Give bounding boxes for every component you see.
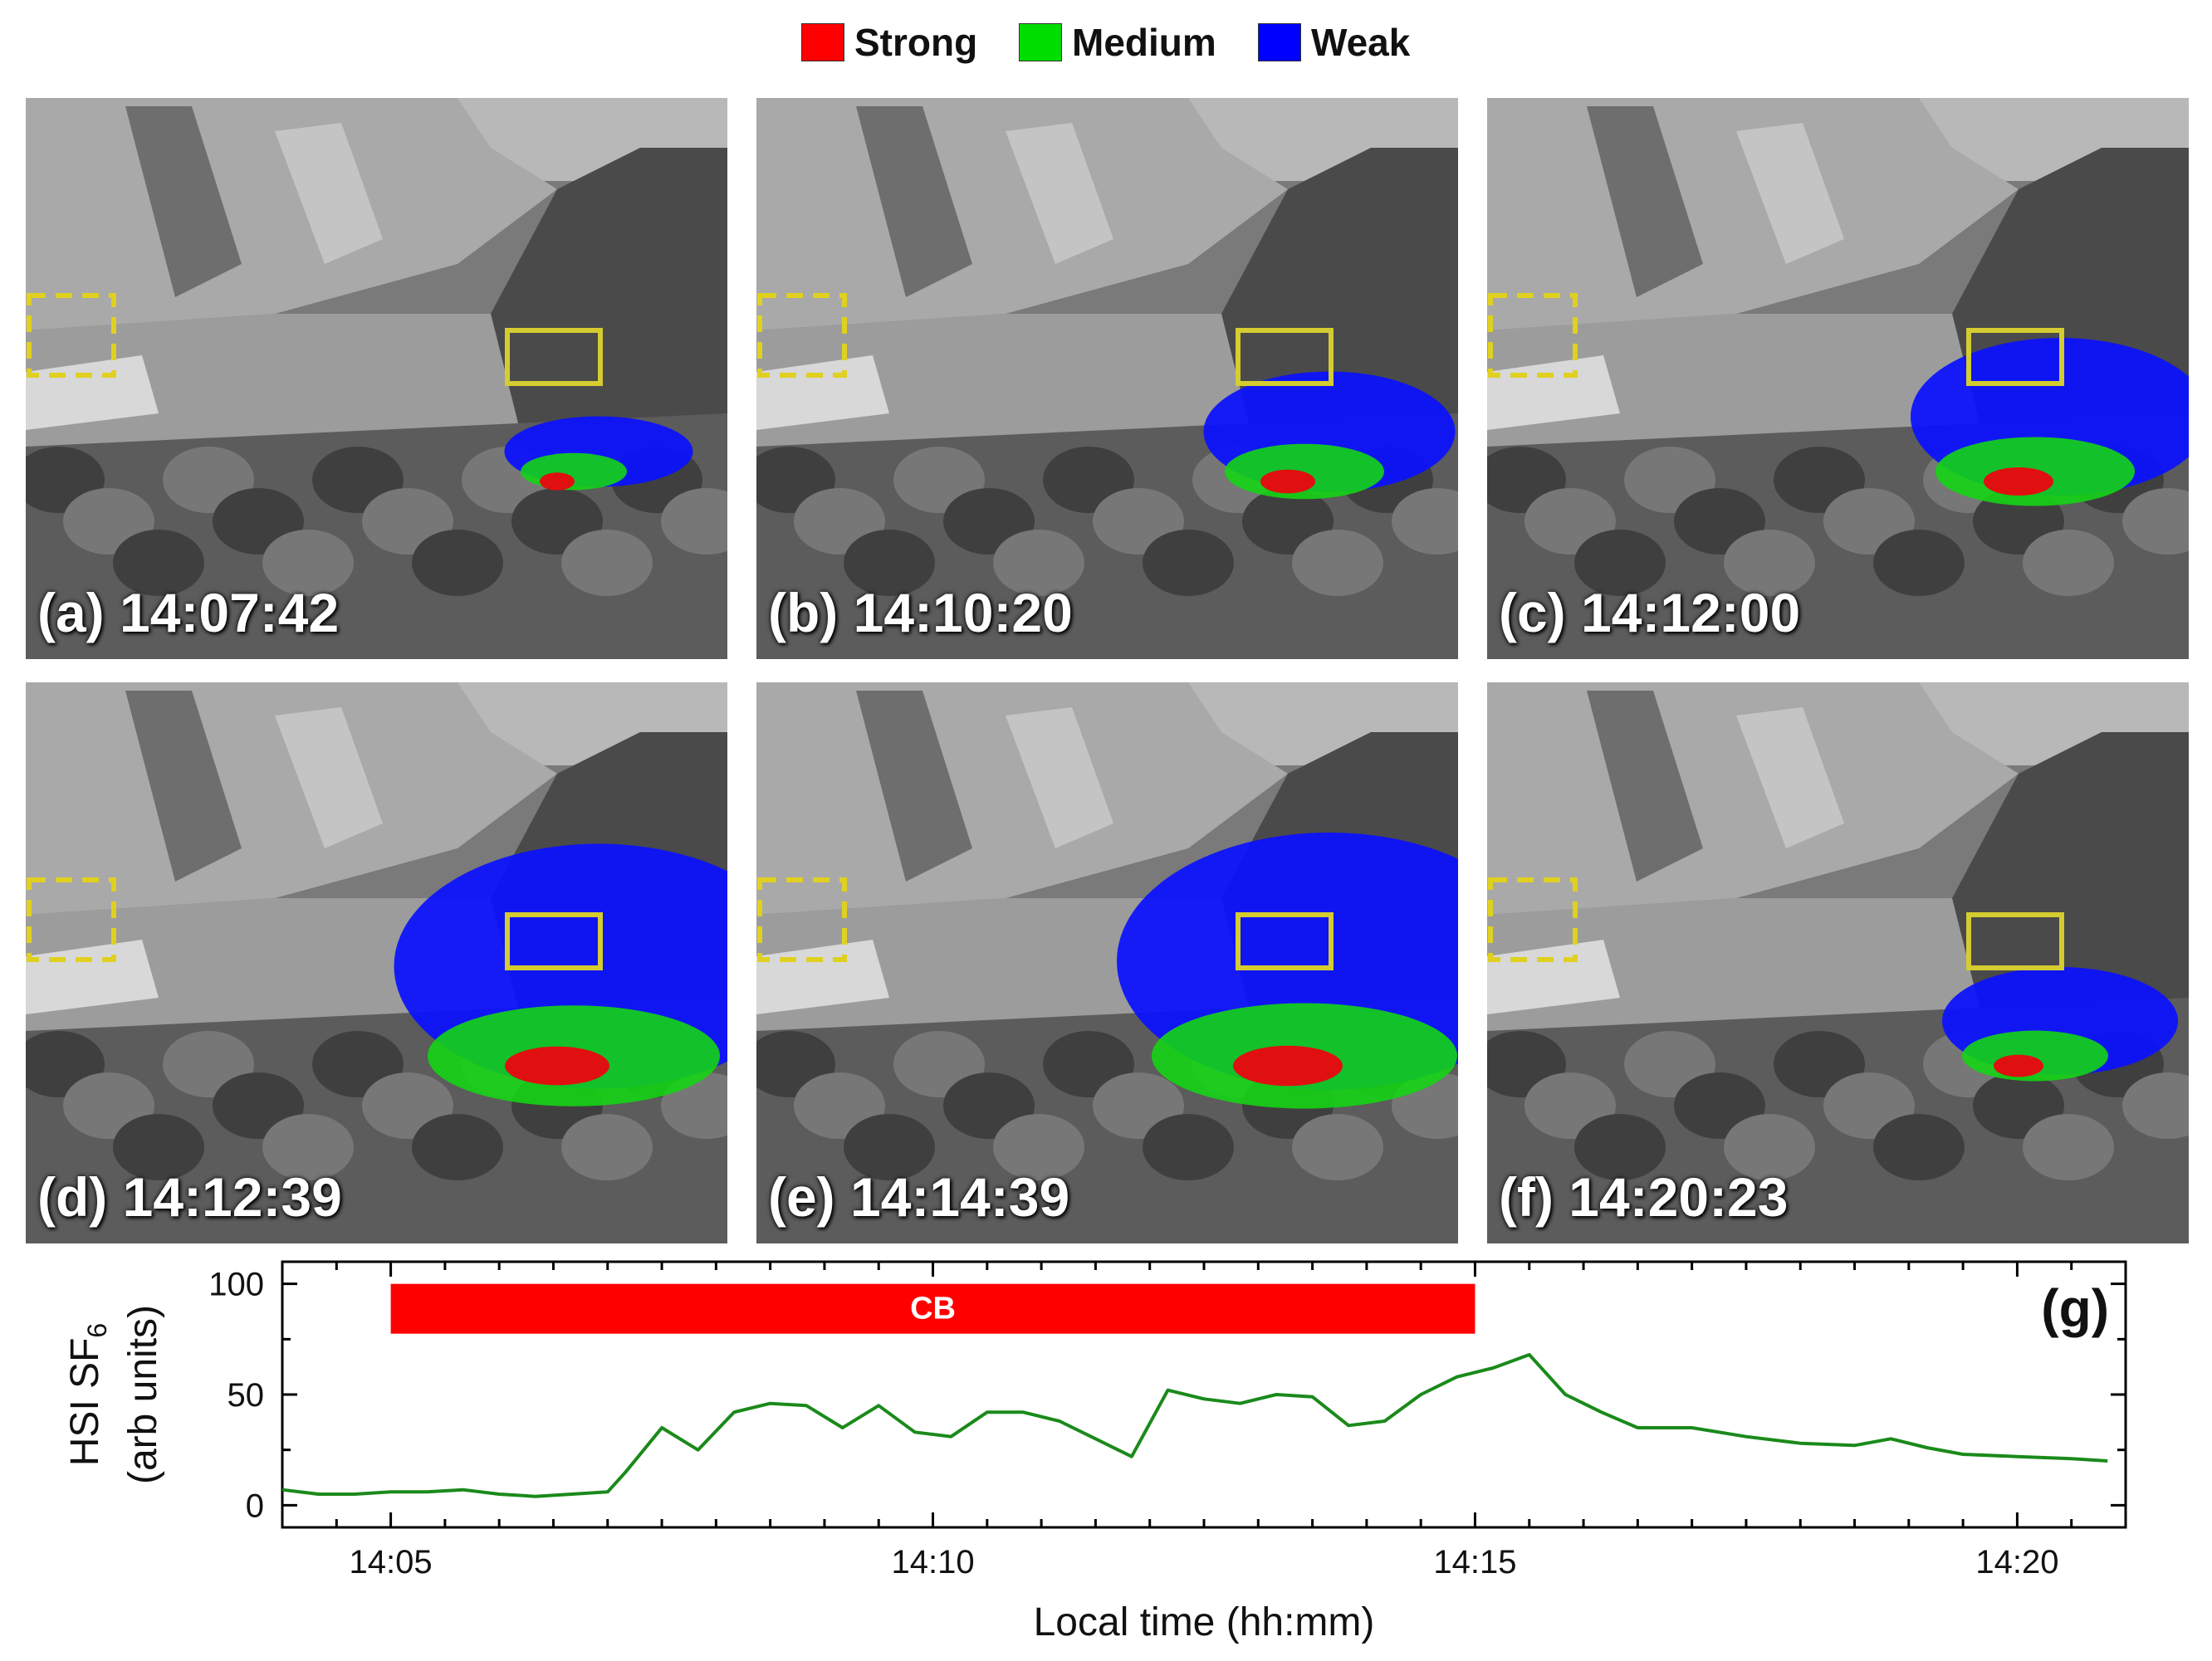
legend-item-medium: Medium — [1019, 21, 1216, 64]
image-panel-d: (d) 14:12:39 — [26, 682, 727, 1243]
scene-image — [1487, 98, 2189, 659]
x-tick-label: 14:15 — [1433, 1544, 1516, 1580]
x-axis-label: Local time (hh:mm) — [1034, 1600, 1375, 1644]
image-panel-a: (a) 14:07:42 — [26, 98, 727, 659]
panel-label: (a) 14:07:42 — [37, 582, 340, 643]
image-panel-c: (c) 14:12:00 — [1487, 98, 2189, 659]
image-panel-b: (b) 14:10:20 — [756, 98, 1458, 659]
panel-label: (b) 14:10:20 — [768, 582, 1073, 643]
legend-item-weak: Weak — [1258, 21, 1411, 64]
sf6-series-line — [281, 1353, 2108, 1498]
legend-swatch-strong — [801, 23, 844, 61]
y-tick-label: 0 — [246, 1488, 264, 1524]
legend-label-medium: Medium — [1072, 21, 1216, 64]
panel-label: (e) 14:14:39 — [768, 1166, 1070, 1228]
legend-swatch-medium — [1019, 23, 1062, 61]
panel-label: (c) 14:12:00 — [1499, 582, 1801, 643]
legend-swatch-weak — [1258, 23, 1301, 61]
cb-bar-label: CB — [910, 1292, 956, 1326]
legend-item-strong: Strong — [801, 21, 978, 64]
scene-image — [756, 682, 1458, 1243]
legend: Strong Medium Weak — [0, 10, 2212, 76]
y-axis-label: HSI SF6 — [63, 1323, 112, 1466]
x-tick-label: 14:05 — [350, 1544, 433, 1580]
scene-image — [26, 682, 727, 1243]
chart-panel-label: (g) — [2041, 1278, 2109, 1338]
legend-label-weak: Weak — [1311, 21, 1411, 64]
scene-image — [756, 98, 1458, 659]
scene-image — [26, 98, 727, 659]
panel-label: (d) 14:12:39 — [37, 1166, 342, 1228]
y-tick-label: 50 — [228, 1377, 265, 1414]
y-axis-label-units: (arb units) — [121, 1305, 165, 1484]
legend-label-strong: Strong — [854, 21, 978, 64]
image-panel-f: (f) 14:20:23 — [1487, 682, 2189, 1243]
scene-image — [1487, 682, 2189, 1243]
image-panel-e: (e) 14:14:39 — [756, 682, 1458, 1243]
x-tick-label: 14:20 — [1975, 1544, 2058, 1580]
panel-label: (f) 14:20:23 — [1499, 1166, 1789, 1228]
time-series-chart: CB 14:05 14:10 14:15 14:20 0 50 100 Local time (… — [63, 1260, 2127, 1644]
x-tick-label: 14:10 — [891, 1544, 974, 1580]
cb-bar — [390, 1283, 1475, 1334]
y-tick-label: 100 — [208, 1267, 264, 1303]
